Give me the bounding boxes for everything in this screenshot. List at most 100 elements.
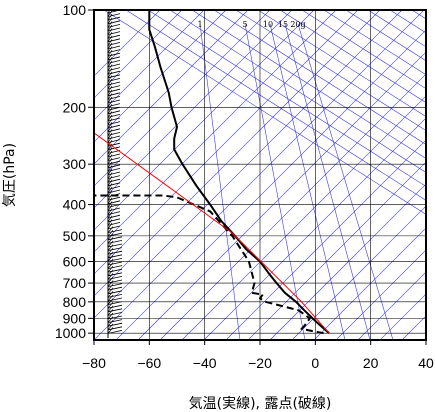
isotherm-line bbox=[94, 10, 337, 253]
mixing-ratio-line bbox=[297, 23, 394, 340]
wind-barb bbox=[107, 157, 121, 161]
wind-barb bbox=[107, 13, 121, 17]
wind-barb-flag bbox=[107, 28, 113, 35]
wind-barb bbox=[107, 178, 121, 183]
wind-barb bbox=[107, 42, 121, 46]
wind-barb-flag bbox=[107, 154, 113, 161]
wind-barb bbox=[107, 56, 121, 61]
wind-barb bbox=[107, 211, 121, 215]
adiabat-line bbox=[213, 10, 426, 145]
wind-barb-flag bbox=[107, 244, 114, 251]
wind-barb bbox=[107, 106, 121, 111]
wind-barb-flag bbox=[107, 132, 113, 140]
isotherm-line bbox=[94, 10, 425, 340]
wind-barb-flag bbox=[107, 50, 113, 57]
y-tick-label: 1000 bbox=[55, 325, 86, 341]
wind-barb-flag bbox=[107, 161, 113, 168]
wind-barb-flag bbox=[107, 312, 114, 320]
wind-barb bbox=[107, 268, 123, 273]
wind-barb bbox=[107, 132, 121, 136]
wind-barb bbox=[107, 243, 123, 248]
wind-barb bbox=[107, 315, 123, 320]
wind-barb-flag bbox=[107, 309, 114, 316]
wind-barb-flag bbox=[107, 32, 113, 39]
grid-lines bbox=[94, 10, 426, 340]
wind-barb-flag bbox=[107, 68, 113, 75]
mixing-ratio-line bbox=[269, 23, 346, 340]
wind-barb bbox=[107, 128, 121, 133]
wind-barb bbox=[107, 110, 121, 115]
x-tick-label: −80 bbox=[82, 355, 106, 371]
wind-barb bbox=[107, 38, 121, 43]
isotherm-line bbox=[291, 205, 426, 340]
y-tick-label: 100 bbox=[63, 2, 87, 18]
wind-barb-flag bbox=[107, 89, 113, 96]
wind-barb bbox=[107, 214, 121, 219]
wind-barb-flag bbox=[107, 179, 113, 186]
wind-barb-flag bbox=[107, 186, 113, 194]
adiabat-line bbox=[147, 10, 426, 187]
wind-barb-flag bbox=[107, 143, 113, 150]
isotherm-line bbox=[247, 161, 426, 340]
wind-barb bbox=[107, 24, 121, 28]
isotherm-line bbox=[94, 10, 403, 319]
wind-barb bbox=[107, 142, 121, 147]
wind-barb bbox=[107, 240, 123, 244]
wind-barb-flag bbox=[107, 10, 111, 14]
isotherm-line bbox=[335, 249, 426, 340]
wind-barb bbox=[107, 16, 121, 21]
wind-barb bbox=[107, 182, 121, 187]
wind-barb-flag bbox=[107, 100, 113, 107]
wind-barb bbox=[107, 322, 123, 327]
wind-barb bbox=[107, 117, 121, 122]
mixing-ratio-label: 10 bbox=[263, 20, 273, 29]
wind-barb bbox=[107, 52, 121, 57]
wind-barb-flag bbox=[107, 240, 114, 248]
isotherm-line bbox=[94, 10, 271, 187]
wind-barb bbox=[107, 330, 123, 334]
wind-barb-flag bbox=[107, 24, 113, 32]
wind-barb bbox=[107, 218, 121, 223]
isotherm-line bbox=[94, 10, 183, 99]
wind-barb bbox=[107, 153, 121, 158]
isotherm-line bbox=[159, 73, 426, 340]
wind-barb bbox=[107, 85, 121, 89]
wind-barb bbox=[107, 34, 121, 39]
wind-barb bbox=[107, 121, 121, 125]
wind-barb bbox=[107, 150, 121, 154]
wind-barb bbox=[107, 308, 123, 313]
wind-barb-flag bbox=[107, 233, 114, 241]
mixing-ratio-line bbox=[199, 23, 241, 340]
wind-barb-flag bbox=[107, 64, 113, 71]
wind-barb-flag bbox=[107, 150, 113, 158]
wind-barb bbox=[107, 189, 121, 194]
mixing-ratio-labels: 1 5 10 15 20g bbox=[197, 20, 305, 29]
wind-barb bbox=[107, 301, 123, 305]
wind-barb-flag bbox=[107, 93, 113, 100]
wind-barb bbox=[107, 222, 121, 226]
wind-barb bbox=[107, 261, 123, 266]
wind-barb-flag bbox=[107, 287, 114, 295]
wind-barb bbox=[107, 124, 121, 129]
wind-barb-flag bbox=[107, 107, 113, 114]
adiabat-line bbox=[257, 10, 426, 117]
wind-barb-flag bbox=[107, 39, 113, 46]
wind-barb bbox=[107, 326, 123, 331]
x-axis-title: 気温(実線), 露点(破線) bbox=[189, 396, 332, 412]
adiabat-line bbox=[103, 10, 426, 215]
mixing-ratio-label: 15 bbox=[278, 20, 288, 29]
y-tick-label: 700 bbox=[63, 275, 87, 291]
wind-barb bbox=[107, 297, 123, 302]
wind-barb-flag bbox=[107, 226, 114, 233]
x-tick-label: −60 bbox=[137, 355, 161, 371]
wind-barb-flag bbox=[107, 280, 114, 287]
wind-barb bbox=[107, 279, 123, 284]
wind-barb bbox=[107, 27, 121, 32]
wind-barb bbox=[107, 78, 121, 82]
wind-barb-flag bbox=[107, 183, 113, 190]
isotherm-line bbox=[137, 51, 426, 340]
y-tick-label: 600 bbox=[63, 253, 87, 269]
profile-series bbox=[94, 10, 330, 335]
isotherm-line bbox=[94, 10, 249, 165]
